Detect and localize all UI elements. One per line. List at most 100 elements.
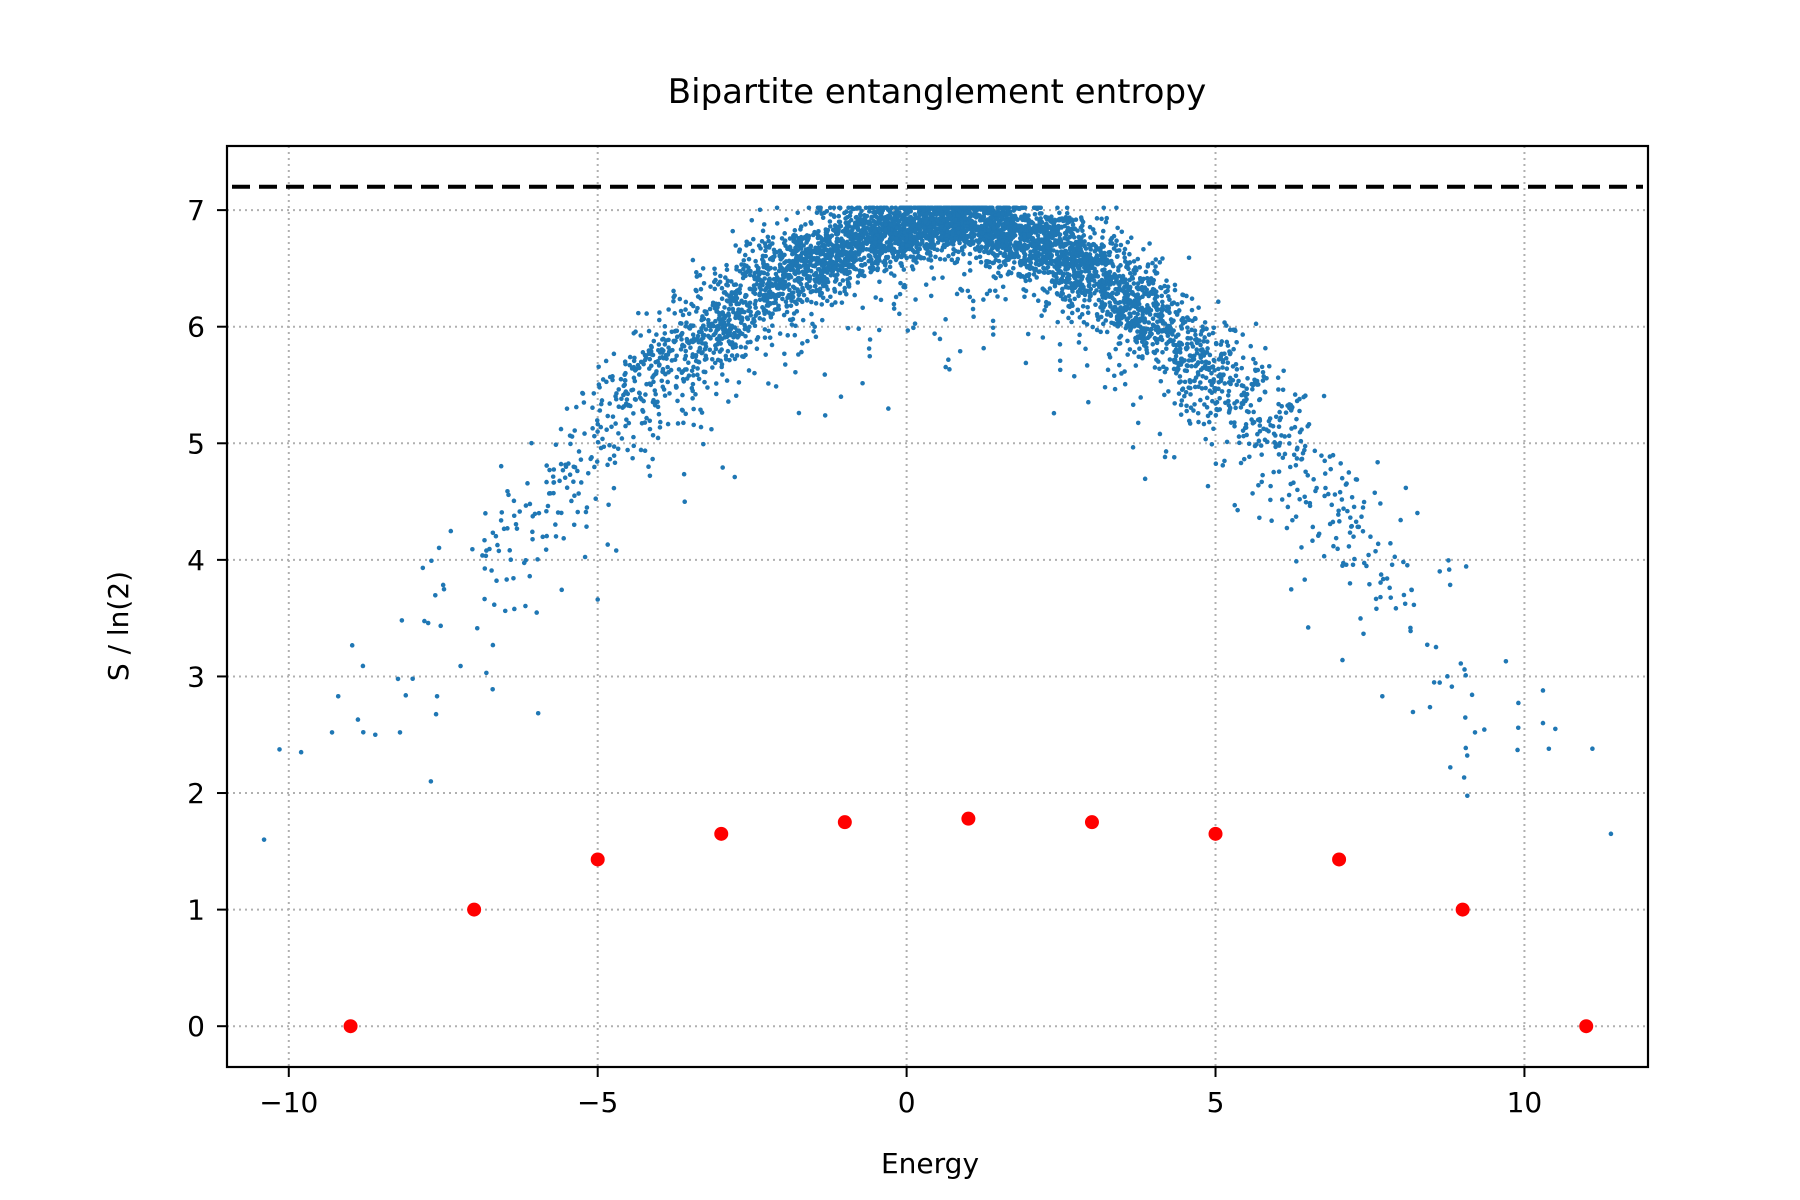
- data-point: [914, 260, 919, 265]
- data-point: [803, 222, 808, 227]
- data-point: [1186, 255, 1192, 261]
- data-point: [1101, 272, 1107, 277]
- data-point: [1192, 315, 1198, 321]
- data-point: [931, 242, 937, 248]
- data-point: [1112, 322, 1117, 327]
- data-point: [1071, 267, 1077, 272]
- data-point: [957, 240, 962, 246]
- data-point: [882, 218, 888, 224]
- data-point: [601, 444, 607, 450]
- data-point: [972, 213, 977, 219]
- data-point: [1152, 296, 1158, 302]
- data-point: [576, 491, 581, 496]
- data-point: [1319, 453, 1324, 458]
- data-point: [1112, 309, 1117, 314]
- data-point: [1000, 284, 1006, 290]
- data-point: [1291, 452, 1297, 458]
- data-point: [962, 205, 968, 211]
- data-point: [1059, 225, 1064, 230]
- data-point: [691, 406, 696, 412]
- data-point: [824, 298, 830, 304]
- data-point: [1106, 269, 1112, 275]
- data-point: [1087, 245, 1093, 251]
- data-point: [944, 223, 950, 228]
- data-point: [876, 226, 882, 232]
- data-point: [1058, 269, 1064, 275]
- data-point: [856, 326, 861, 332]
- data-point: [730, 228, 736, 234]
- data-point: [750, 248, 756, 254]
- data-point: [1222, 458, 1227, 464]
- data-point: [701, 441, 706, 447]
- data-point: [718, 320, 723, 326]
- data-point: [998, 273, 1004, 279]
- data-point: [1164, 346, 1169, 352]
- data-point: [810, 288, 815, 294]
- data-point: [784, 309, 790, 315]
- data-point: [1142, 336, 1148, 342]
- data-point: [892, 240, 898, 246]
- data-point: [674, 334, 680, 340]
- data-point: [547, 467, 552, 473]
- data-point: [1140, 312, 1145, 318]
- data-point: [1042, 270, 1047, 275]
- data-point: [1257, 515, 1262, 521]
- data-point: [747, 324, 752, 330]
- data-point: [683, 299, 689, 305]
- data-point: [761, 308, 767, 314]
- data-point: [1232, 502, 1238, 508]
- data-point: [1299, 545, 1304, 550]
- data-point: [1137, 306, 1143, 312]
- data-point: [782, 238, 788, 243]
- data-point: [1103, 219, 1109, 225]
- data-point: [1143, 269, 1149, 275]
- data-point: [1204, 395, 1210, 401]
- data-point: [1115, 225, 1120, 231]
- data-point: [725, 348, 731, 354]
- data-point: [1003, 296, 1008, 302]
- data-point: [1368, 534, 1373, 540]
- data-point: [1209, 364, 1215, 370]
- data-point: [484, 548, 489, 553]
- data-point: [588, 456, 593, 462]
- data-point: [629, 388, 634, 393]
- data-point: [1118, 263, 1123, 268]
- data-point: [1037, 245, 1043, 251]
- data-point: [781, 267, 786, 272]
- data-point: [1087, 297, 1092, 303]
- data-point: [1082, 292, 1088, 298]
- data-point: [1178, 412, 1184, 417]
- data-point: [716, 326, 721, 332]
- data-point: [825, 260, 831, 266]
- data-point: [690, 332, 696, 337]
- data-point: [698, 424, 704, 430]
- data-point: [760, 228, 766, 234]
- data-point: [594, 459, 600, 464]
- data-point: [1222, 320, 1227, 325]
- data-point: [1012, 260, 1017, 265]
- data-point: [615, 446, 621, 452]
- data-point: [1346, 544, 1352, 549]
- data-point: [932, 331, 937, 336]
- data-point: [767, 289, 773, 294]
- data-point: [1110, 241, 1115, 246]
- data-point: [1255, 417, 1261, 423]
- data-point: [1114, 205, 1119, 211]
- data-point: [977, 238, 983, 243]
- data-point: [842, 259, 848, 265]
- data-point: [1340, 657, 1345, 663]
- data-point: [395, 676, 401, 682]
- data-point: [1156, 328, 1161, 334]
- data-point: [604, 379, 609, 385]
- data-point: [1220, 463, 1226, 468]
- data-point: [592, 464, 597, 470]
- data-point: [762, 335, 768, 340]
- data-point: [1205, 413, 1211, 419]
- data-point: [921, 207, 926, 213]
- data-point: [851, 264, 856, 270]
- data-point: [905, 328, 911, 333]
- data-point: [849, 205, 854, 211]
- data-point: [1192, 378, 1197, 384]
- data-point: [1115, 290, 1121, 296]
- data-point: [977, 248, 982, 254]
